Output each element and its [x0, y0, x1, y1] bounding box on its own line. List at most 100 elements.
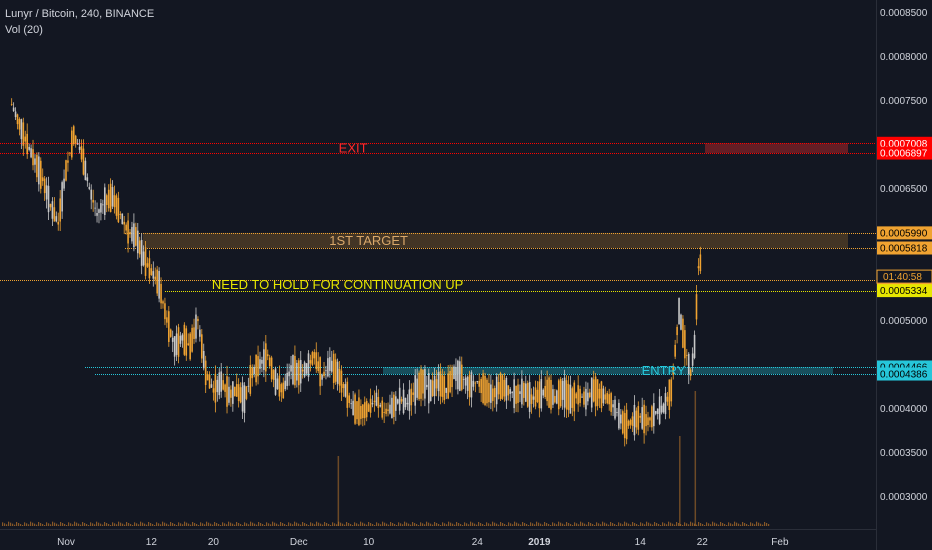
volume-bar: [74, 521, 76, 526]
volume-bar: [194, 523, 196, 526]
candle-body: [534, 387, 537, 407]
volume-bar: [164, 522, 166, 526]
candle-body: [158, 270, 160, 299]
volume-bar: [532, 523, 534, 526]
volume-bar: [110, 525, 112, 526]
volume-bar: [602, 521, 604, 526]
candle-body: [133, 223, 135, 248]
candle-body: [604, 394, 607, 400]
volume-bar: [390, 522, 392, 526]
volume-bar: [252, 522, 254, 526]
volume-bar: [224, 523, 226, 526]
candle-body: [292, 354, 294, 385]
volume-bar: [674, 524, 676, 526]
volume-bar: [322, 524, 324, 526]
candle-body: [693, 334, 696, 358]
candle-body: [319, 357, 321, 387]
candle-body: [687, 353, 690, 375]
volume-bar: [266, 522, 268, 526]
volume-bar: [548, 524, 550, 526]
candle-body: [653, 403, 655, 427]
candle-body: [544, 385, 546, 398]
volume-bar: [496, 523, 498, 526]
candle-body: [573, 382, 576, 412]
countdown-tag: [876, 269, 932, 284]
volume-bar: [584, 523, 586, 526]
candle-body: [208, 374, 211, 389]
candle-body: [412, 392, 415, 395]
candle-body: [695, 294, 698, 320]
volume-bar: [70, 523, 72, 526]
volume-bar: [240, 524, 242, 526]
volume-bar: [120, 522, 122, 526]
volume-bar: [18, 523, 20, 526]
candle-body: [594, 376, 597, 407]
volume-bar: [512, 524, 514, 526]
candle-body: [69, 152, 71, 154]
volume-bar: [510, 523, 512, 526]
candle-body: [674, 344, 676, 357]
volume-bar: [320, 523, 322, 526]
volume-bar: [24, 522, 26, 526]
candle-body: [645, 414, 647, 427]
volume-bar: [650, 523, 652, 526]
volume-bar: [154, 525, 156, 526]
candle-body: [55, 216, 58, 222]
candle-body: [32, 149, 34, 166]
candle-body: [524, 383, 527, 402]
volume-bar: [550, 525, 552, 526]
annotation-label[interactable]: ENTRY: [642, 363, 686, 378]
annotation-label[interactable]: 1ST TARGET: [329, 233, 408, 248]
candle-body: [466, 376, 469, 391]
candle-body: [26, 133, 28, 155]
candle-body: [175, 333, 178, 355]
candle-body: [511, 392, 513, 394]
volume-bar: [474, 523, 476, 526]
volume-bar: [328, 524, 330, 526]
candle-body: [136, 230, 139, 254]
volume-bar: [728, 522, 730, 526]
candle-body: [631, 416, 634, 427]
volume-bar: [168, 524, 170, 526]
candle-body: [453, 366, 455, 380]
candle-body: [383, 411, 385, 413]
volume-bar: [32, 522, 34, 526]
volume-bar: [428, 522, 430, 526]
annotation-label[interactable]: EXIT: [339, 140, 368, 155]
candle-body: [420, 368, 422, 399]
price-tag-label: 0.0006897: [880, 149, 928, 160]
volume-bar: [554, 523, 556, 526]
volume-bar: [330, 525, 332, 526]
volume-bar: [118, 521, 120, 526]
candle-body: [559, 378, 562, 407]
candle-body: [606, 392, 609, 404]
candle-body: [651, 406, 653, 428]
volume-bar: [192, 522, 194, 526]
volume-bar: [722, 523, 724, 526]
volume-bar: [124, 524, 126, 526]
volume-bar: [468, 524, 470, 526]
candle-body: [57, 221, 60, 225]
volume-bar: [622, 524, 624, 526]
volume-bar: [16, 522, 18, 526]
candle-body: [536, 389, 539, 402]
volume-bar: [606, 523, 608, 526]
candle-body: [363, 402, 366, 419]
candle-body: [34, 158, 36, 165]
countdown-label: 01:40:58: [883, 272, 922, 283]
candle-body: [449, 370, 451, 393]
candle-body: [179, 335, 182, 344]
annotation-label[interactable]: NEED TO HOLD FOR CONTINUATION UP: [212, 277, 463, 292]
volume-bar: [12, 523, 14, 526]
candle-body: [492, 388, 494, 402]
candle-body: [556, 390, 558, 404]
volume-bar: [126, 522, 128, 526]
y-tick-label: 0.0004000: [880, 404, 928, 415]
candle-body: [247, 385, 250, 387]
volume-bar: [80, 524, 82, 526]
candle-body: [169, 329, 172, 337]
candle-body: [235, 384, 238, 397]
candle-body: [212, 388, 215, 393]
volume-bar: [206, 521, 208, 526]
